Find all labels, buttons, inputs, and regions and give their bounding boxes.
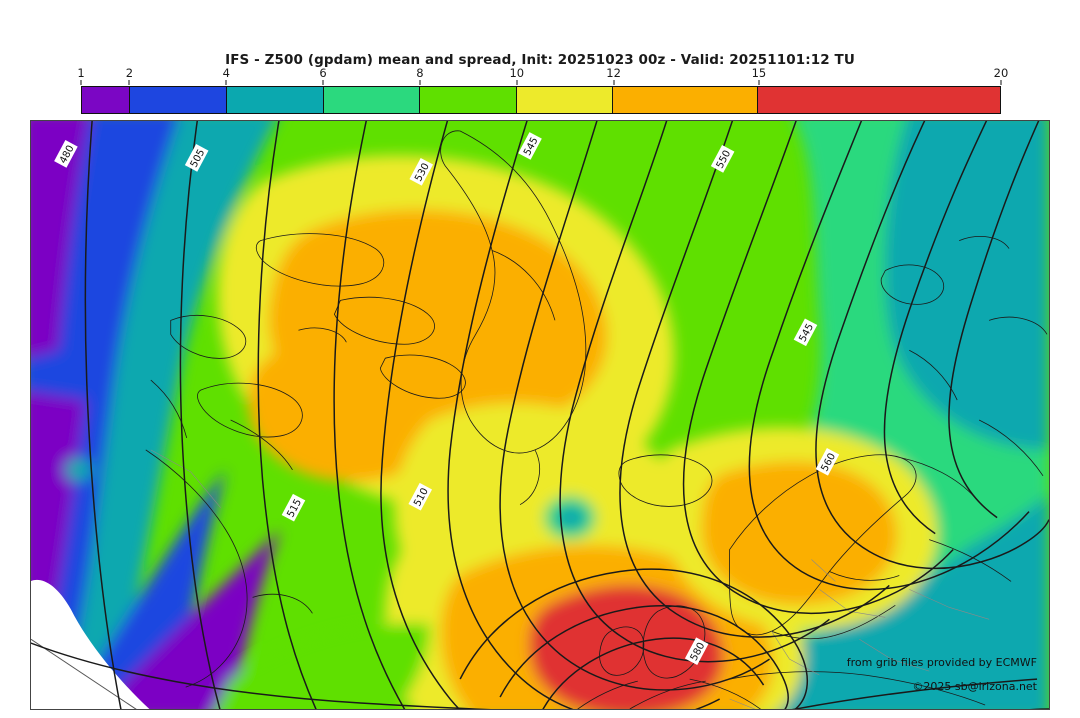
colorbar-gradient bbox=[81, 86, 1001, 114]
colorbar-tick-15: 15 bbox=[751, 66, 767, 80]
colorbar-tickmark-4 bbox=[225, 80, 227, 85]
map-panel[interactable]: 480 505 530 545 550 560 545 515 580 510 from grib… bbox=[30, 120, 1050, 710]
credit-copyright: ©2025 sb@irizona.net bbox=[912, 680, 1037, 693]
colorbar-tick-8: 8 bbox=[416, 66, 424, 80]
colorbar-segment-15-20 bbox=[758, 87, 1000, 113]
colorbar-segment-1-2 bbox=[82, 87, 131, 113]
colorbar-tickmark-10 bbox=[516, 80, 518, 85]
spread-filled-contours bbox=[31, 121, 1049, 709]
colorbar-segment-8-10 bbox=[420, 87, 517, 113]
colorbar-segment-6-8 bbox=[323, 87, 421, 113]
colorbar-tick-4: 4 bbox=[222, 66, 230, 80]
colorbar-tickmark-15 bbox=[758, 80, 760, 85]
colorbar-tickmark-6 bbox=[322, 80, 324, 85]
colorbar-tickmark-2 bbox=[128, 80, 130, 85]
colorbar-tickmark-12 bbox=[613, 80, 615, 85]
colorbar-tickmark-1 bbox=[80, 80, 82, 85]
page-title: IFS - Z500 (gpdam) mean and spread, Init… bbox=[225, 52, 855, 68]
colorbar: 1 2 4 6 8 10 12 15 20 bbox=[77, 66, 1008, 114]
colorbar-tickmark-20 bbox=[1000, 80, 1002, 85]
colorbar-tick-2: 2 bbox=[125, 66, 134, 80]
colorbar-tickmark-8 bbox=[419, 80, 421, 85]
colorbar-segment-2-4 bbox=[130, 87, 227, 113]
colorbar-segment-10-12 bbox=[516, 87, 614, 113]
z500-contours bbox=[31, 121, 1049, 709]
country-borders bbox=[150, 449, 990, 709]
colorbar-tick-20: 20 bbox=[993, 66, 1009, 80]
colorbar-tick-labels: 1 2 4 6 8 10 12 15 20 bbox=[77, 66, 1008, 85]
colorbar-segment-12-15 bbox=[613, 87, 759, 113]
credit-source: from grib files provided by ECMWF bbox=[846, 656, 1037, 669]
colorbar-tick-10: 10 bbox=[509, 66, 525, 80]
coastlines bbox=[145, 130, 1048, 709]
colorbar-tick-12: 12 bbox=[606, 66, 621, 80]
colorbar-segment-4-6 bbox=[226, 87, 324, 113]
colorbar-tick-6: 6 bbox=[319, 66, 327, 80]
colorbar-tick-1: 1 bbox=[77, 66, 85, 80]
